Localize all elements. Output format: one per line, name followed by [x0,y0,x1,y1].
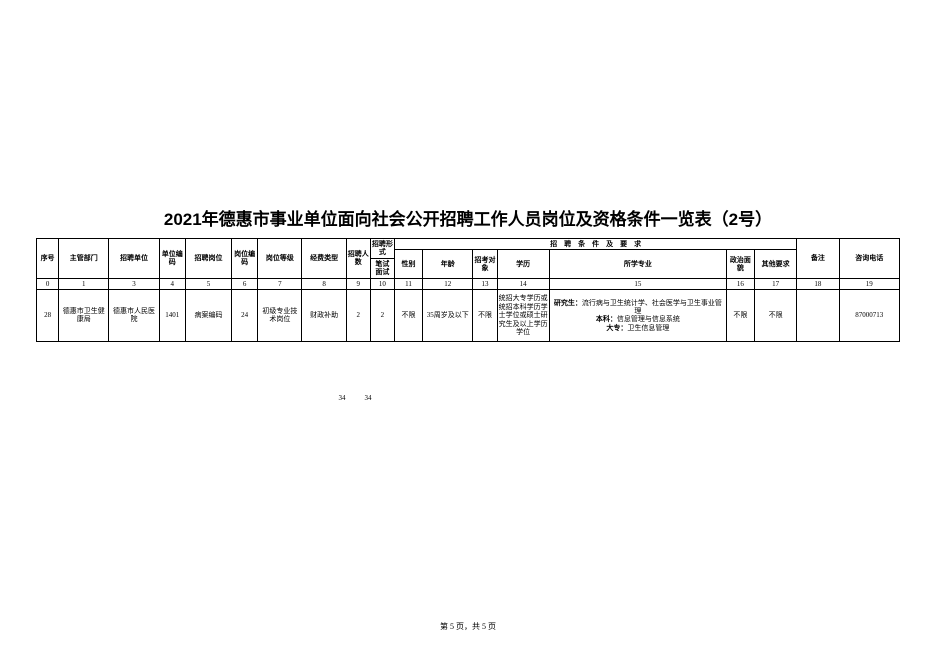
th-edu: 学历 [497,250,549,278]
idx-cell: 13 [473,278,497,289]
total-count: 34 [329,394,355,402]
th-fund: 经费类型 [302,239,346,279]
th-position: 招聘岗位 [185,239,231,279]
recruitment-table: 序号 主管部门 招聘单位 单位编码 招聘岗位 岗位编码 岗位等级 经费类型 招聘… [36,238,900,342]
idx-cell: 4 [159,278,185,289]
cell-major: 研究生：流行病与卫生统计学、社会医学与卫生事业管理本科：信息管理与信息系统大专：… [549,289,726,341]
idx-cell: 18 [797,278,839,289]
cell-unitcode: 1401 [159,289,185,341]
cell-other: 不限 [755,289,797,341]
cell-exam: 2 [370,289,394,341]
idx-cell: 7 [258,278,302,289]
th-remark: 备注 [797,239,839,279]
idx-cell: 8 [302,278,346,289]
cell-pol: 不限 [726,289,754,341]
table-row: 28 德惠市卫生健康局 德惠市人民医院 1401 病案编码 24 初级专业技术岗… [37,289,900,341]
cell-gender: 不限 [394,289,422,341]
idx-cell: 0 [37,278,59,289]
idx-cell: 12 [423,278,473,289]
cell-poscode: 24 [232,289,258,341]
cell-target: 不限 [473,289,497,341]
th-age: 年龄 [423,250,473,278]
th-unitcode: 单位编码 [159,239,185,279]
cell-unit: 德惠市人民医院 [109,289,159,341]
cell-count: 2 [346,289,370,341]
cell-fund: 财政补助 [302,289,346,341]
cell-age: 35周岁及以下 [423,289,473,341]
idx-cell: 19 [839,278,899,289]
th-phone: 咨询电话 [839,239,899,279]
cell-grade: 初级专业技术岗位 [258,289,302,341]
page-title: 2021年德惠市事业单位面向社会公开招聘工作人员岗位及资格条件一览表（2号） [0,205,936,230]
cell-remark [797,289,839,341]
cell-phone: 87000713 [839,289,899,341]
th-target: 招考对象 [473,250,497,278]
idx-cell: 6 [232,278,258,289]
th-pol: 政治面貌 [726,250,754,278]
th-examgroup: 招聘形式 [370,239,394,259]
index-row: 0 1 3 4 5 6 7 8 9 10 11 12 13 14 15 16 1… [37,278,900,289]
idx-cell: 17 [755,278,797,289]
idx-cell: 15 [549,278,726,289]
page-footer: 第 5 页，共 5 页 [0,621,936,632]
th-poscode: 岗位编码 [232,239,258,279]
th-grade: 岗位等级 [258,239,302,279]
th-dept: 主管部门 [59,239,109,279]
th-other: 其他要求 [755,250,797,278]
idx-cell: 5 [185,278,231,289]
th-reqgroup: 招 聘 条 件 及 要 求 [394,239,796,250]
idx-cell: 16 [726,278,754,289]
th-unit: 招聘单位 [109,239,159,279]
header-row-1: 序号 主管部门 招聘单位 单位编码 招聘岗位 岗位编码 岗位等级 经费类型 招聘… [37,239,900,250]
idx-cell: 3 [109,278,159,289]
cell-seq: 28 [37,289,59,341]
idx-cell: 10 [370,278,394,289]
cell-position: 病案编码 [185,289,231,341]
th-gender: 性别 [394,250,422,278]
th-major: 所学专业 [549,250,726,278]
th-seq: 序号 [37,239,59,279]
th-exam: 笔试面试 [370,258,394,278]
idx-cell: 9 [346,278,370,289]
idx-cell: 1 [59,278,109,289]
th-count: 招聘人数 [346,239,370,279]
idx-cell: 11 [394,278,422,289]
idx-cell: 14 [497,278,549,289]
cell-edu: 统招大专学历或统招本科学历学士学位或硕士研究生及以上学历学位 [497,289,549,341]
cell-dept: 德惠市卫生健康局 [59,289,109,341]
total-exam: 34 [355,394,381,402]
